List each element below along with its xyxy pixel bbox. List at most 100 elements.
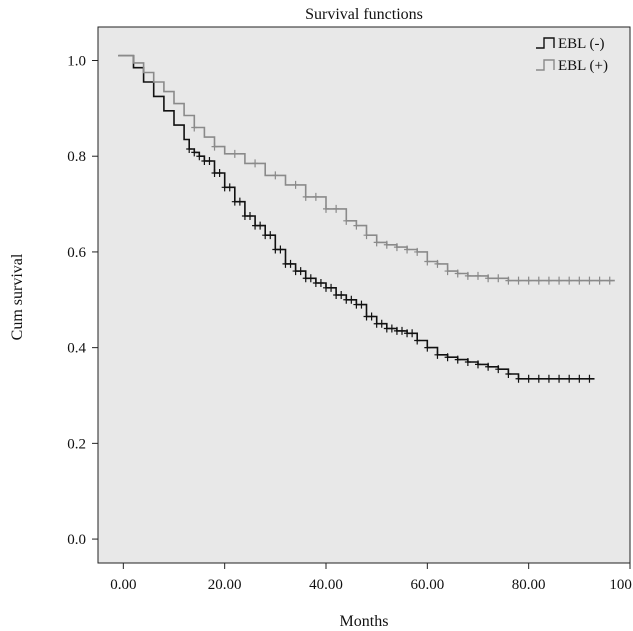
- censor-mark-0-42: [399, 326, 405, 335]
- censor-mark-0-18: [277, 245, 284, 254]
- censor-mark-0-35: [363, 312, 370, 321]
- censor-mark-0-53: [495, 365, 502, 374]
- censor-mark-1-13: [373, 238, 380, 247]
- censor-mark-0-28: [328, 283, 335, 292]
- censor-mark-0-45: [414, 336, 421, 345]
- censor-mark-0-2: [196, 152, 203, 161]
- censor-mark-0-50: [464, 358, 471, 366]
- censor-mark-0-24: [307, 274, 314, 283]
- censor-mark-1-8: [323, 204, 329, 213]
- censor-mark-0-62: [586, 374, 593, 383]
- censor-mark-0-5: [211, 168, 218, 177]
- censor-mark-0-55: [515, 374, 522, 383]
- censor-mark-0-32: [348, 295, 355, 304]
- censor-mark-0-39: [383, 324, 390, 333]
- censor-mark-0-10: [236, 197, 243, 206]
- x-tick-label-0: 0.00: [110, 577, 136, 593]
- x-tick-label-4: 80.00: [512, 577, 546, 593]
- y-axis-label: Cum survival: [9, 253, 26, 340]
- censor-mark-1-0: [191, 123, 198, 132]
- censor-mark-0-11: [241, 212, 248, 221]
- censor-mark-0-41: [393, 326, 400, 335]
- x-axis-label: Months: [340, 613, 389, 630]
- censor-mark-0-47: [434, 350, 441, 359]
- censor-mark-1-26: [505, 276, 512, 285]
- x-tick-label-1: 20.00: [208, 577, 242, 593]
- censor-mark-1-3: [252, 159, 259, 168]
- censor-mark-0-36: [368, 312, 375, 321]
- censor-mark-0-9: [231, 197, 238, 206]
- censor-mark-1-19: [434, 259, 441, 268]
- censor-mark-0-46: [424, 343, 431, 352]
- censor-mark-0-59: [556, 374, 563, 383]
- censor-mark-0-3: [201, 157, 208, 165]
- censor-mark-1-10: [343, 216, 350, 225]
- censor-mark-0-8: [226, 183, 233, 192]
- censor-mark-1-2: [231, 149, 238, 158]
- censor-mark-1-1: [211, 142, 218, 151]
- censor-mark-1-35: [596, 276, 603, 285]
- censor-mark-0-12: [247, 212, 253, 221]
- censor-mark-0-58: [545, 374, 552, 383]
- censor-mark-0-4: [206, 157, 213, 165]
- censor-mark-1-6: [302, 192, 309, 201]
- censor-mark-0-60: [566, 374, 573, 383]
- censor-mark-1-29: [535, 276, 542, 285]
- censor-mark-0-13: [252, 221, 259, 230]
- censor-mark-1-15: [393, 243, 400, 252]
- censor-mark-0-6: [216, 168, 223, 177]
- censor-mark-1-7: [312, 192, 319, 201]
- censor-mark-0-23: [302, 274, 309, 283]
- censor-mark-0-26: [317, 279, 324, 288]
- censor-mark-1-34: [586, 276, 593, 285]
- censor-mark-0-25: [312, 279, 319, 288]
- censor-marks: [186, 123, 613, 383]
- censor-mark-1-27: [515, 276, 522, 285]
- censor-mark-1-14: [383, 240, 390, 249]
- censor-mark-0-30: [338, 291, 345, 299]
- censor-mark-1-4: [272, 171, 279, 180]
- censor-mark-0-44: [409, 329, 416, 338]
- censor-mark-0-43: [404, 329, 411, 338]
- censor-mark-0-33: [353, 300, 360, 309]
- censor-mark-0-21: [292, 267, 299, 276]
- censor-mark-1-9: [333, 204, 340, 213]
- censor-mark-1-22: [464, 271, 471, 280]
- censor-mark-0-51: [475, 360, 481, 369]
- y-tick-label-4: 0.8: [67, 149, 86, 165]
- censor-mark-0-0: [186, 145, 193, 154]
- chart-title: Survival functions: [305, 6, 423, 23]
- x-tick-label-5: 100.00: [609, 577, 633, 593]
- legend-swatch-1: [536, 59, 555, 71]
- censor-mark-0-17: [272, 245, 279, 254]
- y-tick-label-2: 0.4: [67, 341, 86, 357]
- censor-mark-0-31: [343, 295, 350, 304]
- censor-mark-0-38: [378, 319, 385, 328]
- censor-mark-1-18: [424, 257, 431, 266]
- censor-mark-1-21: [454, 269, 461, 278]
- y-tick-label-3: 0.6: [67, 245, 86, 261]
- censor-mark-0-14: [257, 221, 264, 230]
- legend-swatch-0: [536, 37, 555, 49]
- censor-mark-0-22: [297, 267, 304, 276]
- censor-mark-1-5: [292, 180, 299, 189]
- plot-area: [97, 26, 631, 564]
- censor-mark-0-57: [535, 374, 542, 383]
- y-tick-label-5: 1.0: [67, 54, 86, 70]
- censor-mark-0-49: [454, 355, 461, 364]
- censor-mark-0-37: [373, 319, 380, 328]
- censor-mark-1-17: [414, 247, 421, 256]
- censor-mark-0-48: [444, 353, 451, 362]
- censor-mark-0-16: [267, 231, 274, 240]
- censor-mark-0-29: [333, 291, 340, 299]
- censor-mark-1-33: [576, 276, 583, 285]
- censor-mark-1-24: [485, 274, 492, 283]
- y-tick-label-1: 0.2: [67, 436, 86, 452]
- censor-mark-1-25: [495, 274, 502, 283]
- censor-mark-0-54: [505, 369, 512, 378]
- censor-mark-0-1: [191, 148, 198, 157]
- legend-label-0: EBL (-): [558, 36, 605, 52]
- censor-mark-1-28: [525, 276, 532, 285]
- legend-label-1: EBL (+): [558, 58, 608, 74]
